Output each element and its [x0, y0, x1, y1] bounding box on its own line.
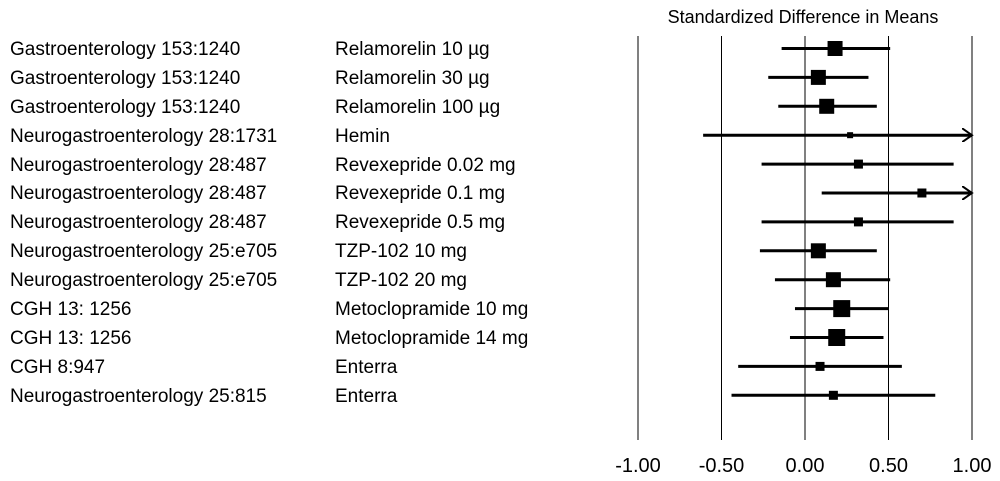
study-treatment: Hemin [335, 125, 390, 147]
x-tick-label: 1.00 [953, 455, 992, 477]
point-estimate [815, 361, 825, 371]
study-row: Gastroenterology 153:1240 Relamorelin 30 … [10, 65, 610, 94]
study-source: CGH 8:947 [10, 356, 106, 378]
study-treatment: TZP-102 20 mg [335, 270, 467, 292]
study-source: Neurogastroenterology 28:487 [10, 212, 267, 234]
study-row: Neurogastroenterology 25:e705 TZP-102 20 … [10, 267, 610, 296]
study-source: Neurogastroenterology 25:815 [10, 385, 267, 407]
point-estimate [853, 159, 863, 169]
study-source: CGH 13: 1256 [10, 299, 132, 321]
point-estimate [810, 243, 826, 259]
x-tick-label: 0.00 [786, 455, 825, 477]
point-estimate [819, 98, 835, 114]
study-treatment: Metoclopramide 14 mg [335, 327, 529, 349]
point-estimate [917, 188, 927, 198]
study-row: Neurogastroenterology 28:487 Revexepride … [10, 180, 610, 209]
study-row: Neurogastroenterology 28:487 Revexepride … [10, 209, 610, 238]
point-estimate [847, 132, 854, 139]
study-treatment: Revexepride 0.02 mg [335, 154, 516, 176]
study-treatment: TZP-102 10 mg [335, 241, 467, 263]
point-estimate [827, 41, 843, 56]
study-row: Gastroenterology 153:1240 Relamorelin 100… [10, 94, 610, 123]
study-source: Neurogastroenterology 28:487 [10, 154, 267, 176]
study-source: Neurogastroenterology 28:1731 [10, 125, 278, 147]
study-row: CGH 13: 1256 Metoclopramide 14 mg [10, 325, 610, 354]
study-treatment: Enterra [335, 356, 398, 378]
study-treatment: Revexepride 0.5 mg [335, 212, 506, 234]
study-row: CGH 13: 1256 Metoclopramide 10 mg [10, 296, 610, 325]
study-source: Neurogastroenterology 28:487 [10, 183, 267, 205]
point-estimate [828, 329, 846, 346]
study-treatment: Relamorelin 100 µg [335, 96, 501, 118]
point-estimate [853, 217, 863, 227]
study-source: Gastroenterology 153:1240 [10, 67, 241, 89]
study-list: Gastroenterology 153:1240 Relamorelin 10 … [10, 36, 610, 412]
study-row: Neurogastroenterology 25:e705 TZP-102 10 … [10, 238, 610, 267]
study-treatment: Relamorelin 10 µg [335, 39, 490, 60]
study-source: CGH 13: 1256 [10, 327, 132, 349]
study-source: Gastroenterology 153:1240 [10, 96, 241, 118]
study-row: Neurogastroenterology 25:815 Enterra [10, 383, 610, 412]
study-source: Neurogastroenterology 25:e705 [10, 270, 278, 292]
point-estimate [810, 69, 826, 85]
study-row: Neurogastroenterology 28:487 Revexepride … [10, 152, 610, 181]
study-source: Gastroenterology 153:1240 [10, 39, 241, 60]
chart-title: Standardized Difference in Means [667, 7, 939, 27]
study-row: Gastroenterology 153:1240 Relamorelin 10 … [10, 36, 610, 65]
study-treatment: Metoclopramide 10 mg [335, 299, 529, 321]
study-source: Neurogastroenterology 25:e705 [10, 241, 278, 263]
study-treatment: Revexepride 0.1 mg [335, 183, 506, 205]
point-estimate [825, 272, 841, 288]
study-row: Neurogastroenterology 28:1731 Hemin [10, 123, 610, 152]
study-row: CGH 8:947 Enterra [10, 354, 610, 383]
x-tick-label: 0.50 [869, 455, 908, 477]
point-estimate [828, 390, 838, 400]
study-treatment: Relamorelin 30 µg [335, 67, 490, 89]
x-tick-label: -1.00 [615, 455, 661, 477]
x-tick-label: -0.50 [699, 455, 745, 477]
study-treatment: Enterra [335, 385, 398, 407]
point-estimate [833, 300, 851, 318]
